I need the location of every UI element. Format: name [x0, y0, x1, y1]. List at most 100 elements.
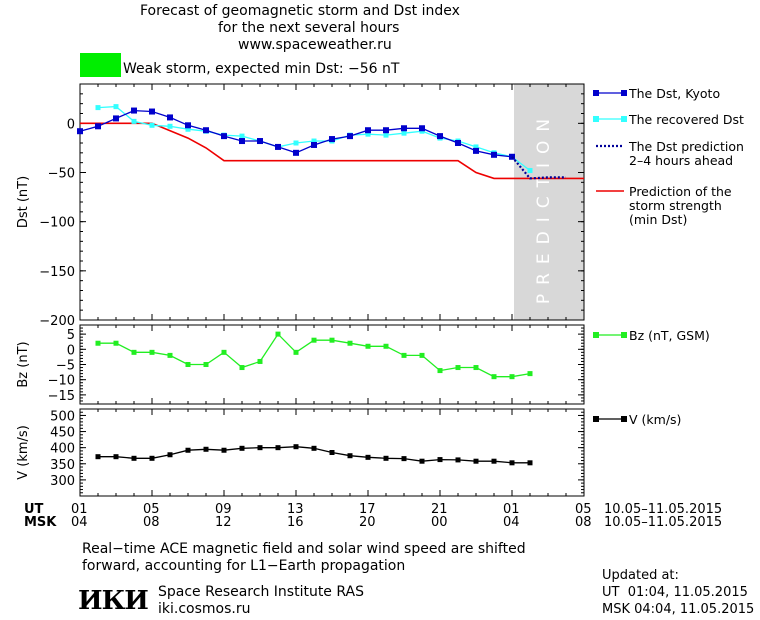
x-tick-label-ut: 17	[359, 502, 376, 517]
data-point-bz	[437, 368, 443, 374]
updated-title: Updated at:	[602, 568, 679, 583]
data-point-dst-kyoto	[257, 138, 263, 145]
legend-label-bz: Bz (nT, GSM)	[629, 328, 710, 343]
data-point-dst-kyoto	[509, 153, 515, 160]
data-point-dst-recovered	[527, 168, 533, 174]
data-point-dst-recovered	[365, 131, 371, 137]
data-point-bz	[347, 340, 353, 346]
data-point-dst-kyoto	[185, 122, 191, 129]
data-point-bz	[167, 352, 173, 358]
data-point-speed	[401, 456, 407, 462]
data-point-bz	[491, 374, 497, 380]
data-point-bz	[473, 365, 479, 371]
data-point-dst-recovered	[149, 122, 155, 128]
x-tick-label-ut: 09	[215, 502, 232, 517]
data-point-speed	[95, 454, 101, 460]
data-point-speed	[131, 455, 137, 461]
legend-label-dst-kyoto: The Dst, Kyoto	[628, 86, 720, 101]
y-tick-label: 500	[50, 409, 75, 424]
footer-note-line1: Real−time ACE magnetic field and solar w…	[82, 541, 526, 557]
prediction-band	[514, 84, 584, 320]
data-point-speed	[419, 458, 425, 464]
y-tick-label: 0	[67, 117, 75, 132]
legend-label-storm-strength: Prediction of the	[629, 184, 732, 199]
updated-ut: UT 01:04, 11.05.2015	[602, 585, 748, 600]
data-point-bz	[221, 349, 227, 355]
data-point-dst-kyoto	[365, 127, 371, 134]
y-tick-label: −5	[56, 359, 75, 374]
legend-label-storm-strength: (min Dst)	[629, 212, 687, 227]
data-point-dst-kyoto	[293, 149, 299, 156]
data-point-dst-recovered	[473, 144, 479, 150]
site-url: www.spaceweather.ru	[238, 37, 392, 53]
x-tick-label-ut: 21	[431, 502, 448, 517]
data-point-speed	[527, 460, 533, 466]
legend-label-storm-strength: storm strength	[629, 198, 722, 213]
x-tick-label-msk: 20	[359, 515, 376, 530]
footer-note-line2: forward, accounting for L1−Earth propaga…	[82, 558, 406, 574]
y-tick-label: 300	[50, 474, 75, 489]
data-point-bz	[131, 349, 137, 355]
data-point-speed	[347, 453, 353, 459]
data-point-speed	[311, 445, 317, 451]
y-tick-label: −150	[39, 265, 75, 280]
legend: The Dst, Kyoto The recovered Dst The Dst p…	[593, 86, 744, 427]
legend-label-speed: V (km/s)	[629, 412, 681, 427]
data-point-dst-kyoto	[221, 133, 227, 140]
data-point-dst-recovered	[311, 138, 317, 144]
y-axis-label: Dst (nT)	[16, 176, 31, 228]
data-point-bz	[419, 352, 425, 358]
legend-marker-dst-kyoto	[593, 90, 599, 96]
y-tick-label: 0	[67, 343, 75, 358]
legend-label-dst-recovered: The recovered Dst	[628, 112, 744, 127]
data-point-speed	[221, 447, 227, 453]
data-point-bz	[509, 374, 515, 380]
x-tick-label-ut: 01	[503, 502, 520, 517]
data-point-speed	[329, 450, 335, 455]
legend-marker-speed	[621, 416, 627, 422]
y-tick-label: −50	[48, 167, 75, 182]
data-point-bz	[239, 365, 245, 371]
y-tick-label: 450	[50, 426, 75, 441]
panel-frame	[79, 83, 585, 321]
x-tick-label-msk: 08	[143, 515, 160, 530]
x-axis-ut-label: UT	[24, 502, 44, 517]
y-tick-label: −100	[39, 216, 75, 231]
legend-marker-bz	[621, 332, 627, 338]
series-line-dst-prediction	[511, 156, 566, 180]
data-point-dst-kyoto	[203, 127, 209, 134]
data-point-bz	[275, 331, 281, 337]
legend-marker-bz	[593, 332, 599, 338]
data-point-bz	[455, 365, 461, 371]
data-point-dst-recovered	[113, 104, 119, 110]
dst-panel: PREDICTION 0 −50 −100 −150 −200 Dst (nT)	[16, 83, 585, 329]
data-point-bz	[203, 362, 209, 367]
data-point-bz	[311, 337, 317, 343]
data-point-speed	[275, 445, 281, 451]
data-point-dst-kyoto	[311, 141, 317, 148]
data-point-speed	[437, 457, 443, 463]
data-point-bz	[383, 343, 389, 349]
data-point-dst-recovered	[167, 123, 173, 129]
bz-panel: 50−5−10−15 Bz (nT)	[16, 324, 585, 405]
y-tick-label: 400	[50, 442, 75, 457]
x-tick-label-msk: 08	[575, 515, 592, 530]
data-point-bz	[401, 352, 407, 358]
data-point-dst-kyoto	[113, 115, 119, 122]
x-axis-date-range-ut: 10.05–11.05.2015	[604, 502, 723, 517]
data-point-speed	[149, 455, 155, 461]
x-tick-label-msk: 04	[71, 515, 88, 530]
chart-title-line1: Forecast of geomagnetic storm and Dst in…	[140, 3, 460, 19]
y-tick-label: −15	[48, 389, 75, 404]
chart-title-line2: for the next several hours	[218, 20, 400, 36]
data-point-bz	[95, 340, 101, 346]
y-tick-label: −10	[48, 374, 75, 389]
x-tick-label-ut: 13	[287, 502, 304, 517]
data-point-speed	[113, 454, 119, 460]
data-point-dst-kyoto	[131, 107, 137, 114]
data-point-speed	[293, 444, 299, 450]
iki-logo: ИКИ	[78, 586, 149, 616]
data-point-bz	[527, 371, 533, 377]
data-point-dst-recovered	[95, 105, 101, 111]
panel-frame	[79, 324, 585, 405]
